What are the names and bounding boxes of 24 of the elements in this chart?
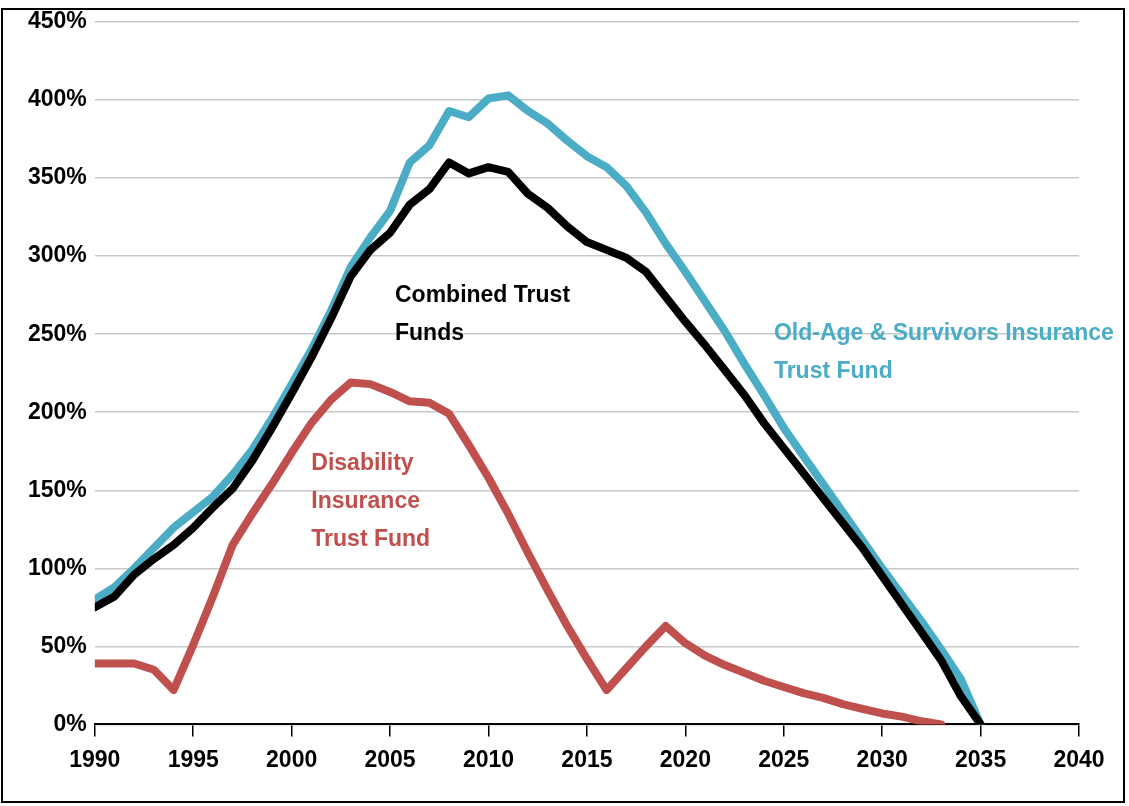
series-label: Old-Age & Survivors Insurance Trust Fund — [773, 318, 1114, 386]
series-label: Combined Trust Funds — [394, 279, 572, 347]
x-tick-label: 2010 — [462, 745, 515, 772]
x-tick-label: 2035 — [955, 745, 1007, 772]
y-tick-label: 150% — [28, 475, 87, 502]
x-tick-label: 2025 — [758, 745, 810, 772]
y-tick-label: 350% — [28, 163, 87, 190]
y-tick-label: 50% — [40, 631, 87, 658]
x-tick-label: 1990 — [69, 745, 121, 772]
y-tick-label: 200% — [28, 397, 87, 424]
y-tick-label: 100% — [28, 553, 87, 580]
series-label: Disability Insurance Trust Fund — [311, 448, 432, 554]
x-tick-label: 2000 — [266, 745, 318, 772]
y-tick-label: 250% — [28, 319, 87, 346]
x-tick-label: 1995 — [167, 745, 220, 772]
y-tick-label: 450% — [28, 7, 87, 34]
y-tick-label: 0% — [53, 709, 87, 736]
x-tick-label: 2015 — [561, 745, 613, 772]
x-tick-label: 2005 — [364, 745, 416, 772]
x-tick-label: 2030 — [856, 745, 908, 772]
x-tick-label: 2040 — [1053, 745, 1105, 772]
y-tick-label: 400% — [28, 85, 87, 112]
y-tick-label: 300% — [28, 241, 87, 268]
x-tick-label: 2020 — [659, 745, 711, 772]
